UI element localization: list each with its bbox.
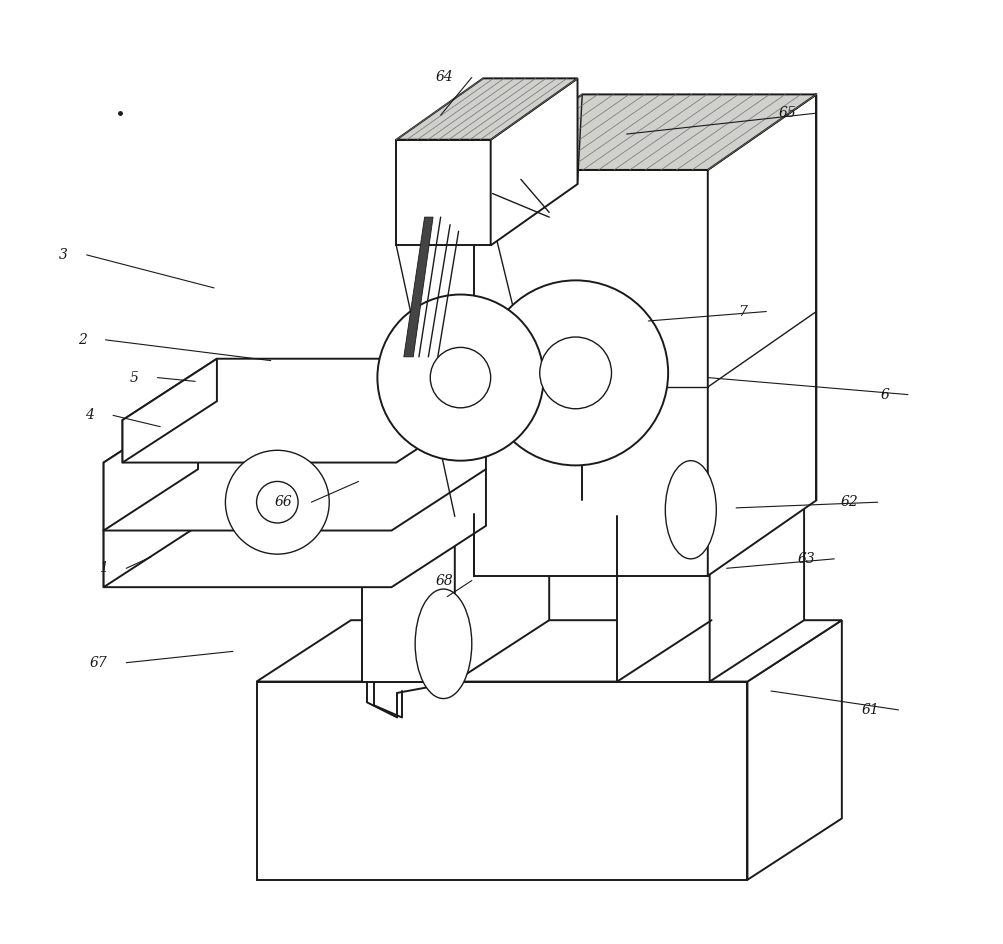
Circle shape (482, 280, 667, 465)
Polygon shape (403, 217, 432, 357)
Text: 2: 2 (77, 333, 86, 346)
Text: 62: 62 (841, 496, 858, 509)
Circle shape (226, 450, 329, 554)
Polygon shape (103, 469, 485, 587)
Polygon shape (617, 516, 709, 682)
Text: 67: 67 (89, 656, 107, 669)
Text: 66: 66 (275, 496, 292, 509)
Circle shape (257, 481, 298, 523)
Text: 5: 5 (129, 371, 138, 384)
Text: 61: 61 (861, 703, 879, 716)
Circle shape (540, 337, 611, 409)
Polygon shape (709, 455, 803, 682)
Text: 6: 6 (880, 388, 888, 401)
Polygon shape (473, 94, 815, 170)
Polygon shape (746, 620, 841, 880)
Polygon shape (103, 401, 198, 531)
Polygon shape (257, 620, 841, 682)
Circle shape (377, 295, 543, 461)
Ellipse shape (414, 589, 471, 699)
Text: 1: 1 (98, 562, 107, 575)
Polygon shape (396, 78, 577, 140)
Polygon shape (122, 359, 217, 463)
Polygon shape (396, 140, 490, 245)
Text: 63: 63 (796, 552, 814, 565)
Text: 68: 68 (434, 574, 452, 587)
Polygon shape (454, 455, 549, 682)
Polygon shape (490, 78, 577, 245)
Polygon shape (103, 469, 198, 587)
Polygon shape (122, 359, 490, 463)
Polygon shape (103, 401, 485, 531)
Text: 65: 65 (778, 107, 795, 120)
Circle shape (430, 347, 490, 408)
Ellipse shape (665, 461, 715, 559)
Text: 4: 4 (85, 409, 94, 422)
Text: 7: 7 (738, 305, 746, 318)
Polygon shape (362, 455, 549, 516)
Polygon shape (617, 455, 803, 516)
Text: 64: 64 (434, 71, 452, 84)
Polygon shape (257, 682, 746, 880)
Text: 3: 3 (59, 248, 67, 261)
Polygon shape (473, 170, 707, 576)
Polygon shape (362, 516, 454, 682)
Polygon shape (707, 94, 815, 576)
